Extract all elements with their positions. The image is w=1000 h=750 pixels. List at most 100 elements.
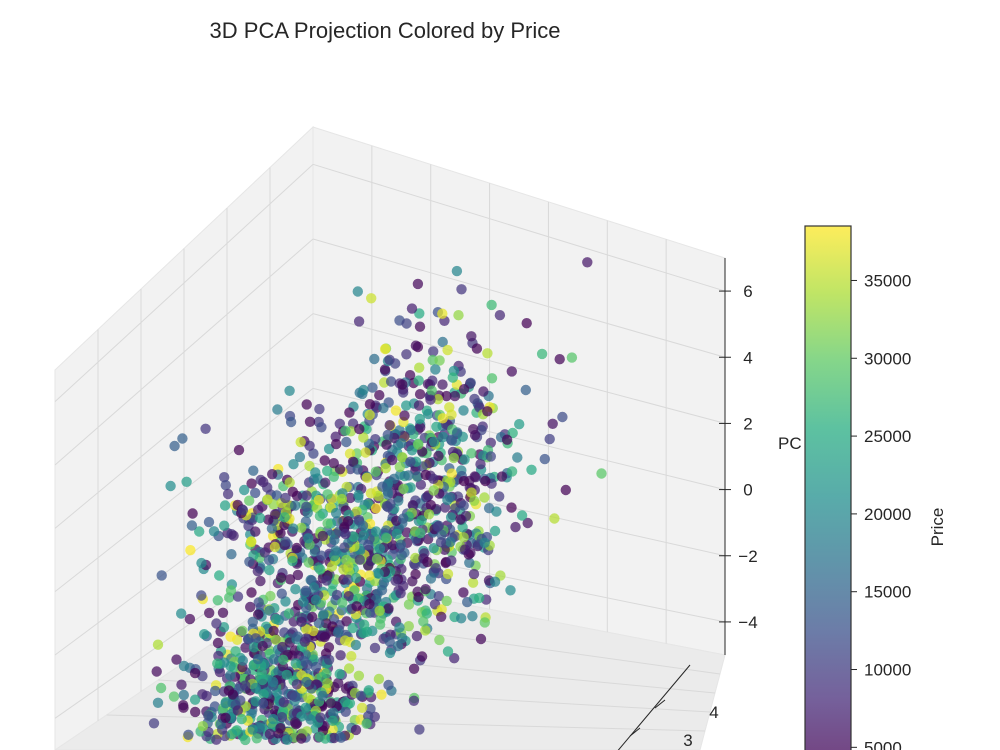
scatter-point <box>317 690 328 701</box>
scatter-point <box>449 390 461 402</box>
scatter-point <box>437 379 448 390</box>
scatter-point <box>197 721 209 732</box>
scatter-point <box>514 419 525 430</box>
scatter-point <box>354 554 365 565</box>
scatter-point <box>288 523 299 534</box>
scatter-point <box>434 355 445 366</box>
scatter-point <box>226 549 237 560</box>
scatter-point <box>322 518 333 529</box>
scatter-point <box>245 601 256 613</box>
scatter-point <box>305 714 316 725</box>
scatter-point <box>189 694 201 705</box>
scatter-point <box>315 564 326 575</box>
scatter-point <box>547 418 558 429</box>
scatter-point <box>431 421 442 432</box>
scatter-point <box>469 430 481 441</box>
scatter-point <box>554 354 565 365</box>
scatter-point <box>321 575 332 586</box>
scatter-point <box>272 404 283 415</box>
scatter-point <box>361 472 373 483</box>
scatter-point <box>270 634 281 645</box>
scatter-point <box>521 318 532 329</box>
scatter-point <box>187 508 198 519</box>
scatter-point <box>285 416 297 428</box>
scatter-point <box>416 515 427 526</box>
scatter-point <box>332 627 344 638</box>
scatter-point <box>275 528 286 539</box>
scatter-point <box>343 663 355 674</box>
scatter-point <box>428 543 439 554</box>
scatter-point <box>410 340 422 351</box>
scatter-point <box>232 591 244 602</box>
scatter-point <box>263 514 274 525</box>
scatter-point <box>384 636 395 647</box>
colorbar-tick-label: 30000 <box>864 349 911 368</box>
scatter-point <box>480 475 491 487</box>
scatter-point <box>239 484 250 496</box>
scatter-point <box>316 422 327 433</box>
z-tick-label: −4 <box>738 613 757 632</box>
scatter-point <box>471 343 483 354</box>
scatter-point <box>418 616 429 627</box>
scatter-point <box>297 596 309 607</box>
scatter-point <box>225 631 236 642</box>
scatter-point <box>462 596 473 608</box>
scatter-point <box>185 545 196 556</box>
scatter-point <box>383 603 394 614</box>
scatter-point <box>267 469 278 480</box>
scatter-point <box>290 584 301 595</box>
scatter-point <box>365 488 377 499</box>
scatter-point <box>313 494 324 506</box>
scatter-point <box>248 642 260 653</box>
scatter-point <box>364 598 375 610</box>
scatter-point <box>279 512 290 523</box>
scatter-point <box>370 526 382 537</box>
scatter-point <box>465 377 476 388</box>
scatter-point <box>213 650 224 662</box>
scatter-point <box>384 354 395 365</box>
scatter-point <box>425 499 436 511</box>
scatter-point <box>363 685 374 696</box>
scatter-point <box>335 732 347 743</box>
scatter-point <box>382 429 393 441</box>
scatter-point <box>432 394 444 405</box>
scatter-point <box>313 617 325 629</box>
scatter-point <box>412 471 423 482</box>
scatter-point <box>337 597 348 608</box>
scatter-point <box>301 490 312 501</box>
z-axis: 6 4 2 0 −2 −4 PC <box>719 258 802 655</box>
scatter-point <box>445 434 457 445</box>
scatter-point <box>395 469 406 480</box>
scatter-point <box>257 698 269 709</box>
scatter-point <box>155 682 167 694</box>
chart-title: 3D PCA Projection Colored by Price <box>210 18 561 43</box>
scatter-point <box>246 587 257 598</box>
scatter-point <box>338 564 349 575</box>
scatter-point <box>456 284 467 295</box>
scatter-point <box>413 591 424 603</box>
scatter-point <box>397 632 408 644</box>
scatter-point <box>512 452 523 463</box>
scatter-point <box>336 493 348 505</box>
scatter-point <box>318 609 329 620</box>
scatter-point <box>394 461 405 473</box>
scatter-point <box>353 490 364 501</box>
scatter-point <box>383 679 394 691</box>
scatter-point <box>201 690 212 702</box>
scatter-point <box>268 713 279 725</box>
scatter-point <box>475 459 486 470</box>
scatter-point <box>466 448 477 459</box>
grid-line <box>312 163 726 292</box>
scatter-point <box>397 379 408 390</box>
scatter-point <box>458 587 469 598</box>
scatter-point <box>539 453 550 465</box>
scatter-point <box>441 595 452 607</box>
scatter-point <box>240 642 251 653</box>
scatter-point <box>210 685 221 697</box>
scatter-point <box>148 718 160 729</box>
scatter-point <box>290 717 301 728</box>
scatter-point <box>308 582 320 593</box>
scatter-point <box>436 604 447 615</box>
scatter-point <box>516 510 528 521</box>
scatter-point <box>469 471 480 482</box>
